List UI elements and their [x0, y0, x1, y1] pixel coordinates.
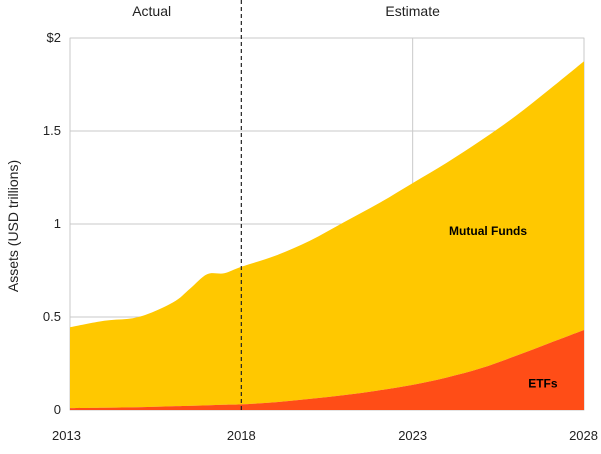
section-label-estimate: Estimate — [385, 3, 440, 19]
section-labels: Actual Estimate — [132, 3, 440, 19]
y-axis-title: Assets (USD trillions) — [5, 160, 21, 292]
series-label-mutual-funds: Mutual Funds — [449, 224, 527, 238]
y-tick-label: $2 — [47, 30, 61, 45]
x-tick-label: 2018 — [227, 428, 256, 443]
x-tick-labels: 2013 2018 2023 2028 — [52, 428, 598, 443]
area-layer — [70, 61, 584, 410]
y-tick-label: 1.5 — [43, 123, 61, 138]
series-label-etfs: ETFs — [528, 377, 558, 391]
area-mutual-funds — [70, 61, 584, 409]
series-labels: Mutual Funds ETFs — [449, 224, 558, 391]
y-tick-labels: 0 0.5 1 1.5 $2 — [43, 30, 61, 417]
y-tick-label: 1 — [54, 216, 61, 231]
x-tick-label: 2023 — [398, 428, 427, 443]
y-tick-label: 0 — [54, 402, 61, 417]
y-tick-label: 0.5 — [43, 309, 61, 324]
area-etfs — [70, 330, 584, 410]
x-tick-label: 2013 — [52, 428, 81, 443]
x-tick-label: 2028 — [569, 428, 598, 443]
section-label-actual: Actual — [132, 3, 171, 19]
